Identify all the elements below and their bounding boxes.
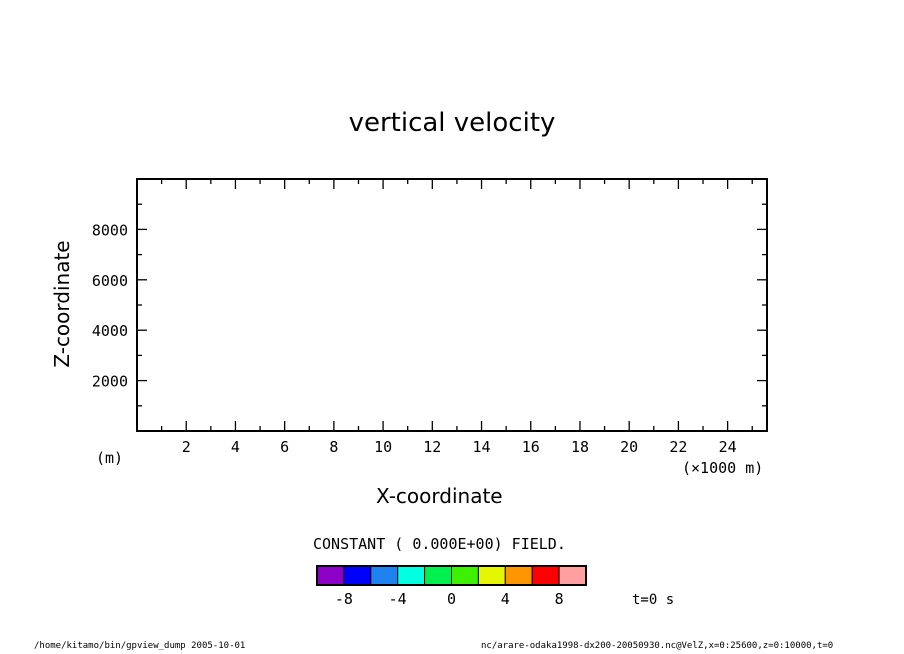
x-tick-label: 2 <box>182 438 191 456</box>
constant-field-note: CONSTANT ( 0.000E+00) FIELD. <box>313 535 566 553</box>
colorbar: -8 -4 0 4 8 <box>316 565 587 608</box>
x-tick-label: 4 <box>231 438 240 456</box>
x-tick-label: 6 <box>280 438 289 456</box>
time-label: t=0 s <box>632 592 675 608</box>
y-axis-unit: (m) <box>96 449 124 467</box>
x-tick-label: 22 <box>669 438 687 456</box>
colorbar-swatch <box>397 565 426 586</box>
x-axis-unit: (×1000 m) <box>682 459 764 477</box>
y-tick-label: 6000 <box>92 272 128 290</box>
colorbar-tick-label: -8 <box>335 590 353 608</box>
x-tick-label: 12 <box>423 438 441 456</box>
x-tick-label: 24 <box>719 438 737 456</box>
colorbar-swatch <box>343 565 372 586</box>
x-tick-label: 16 <box>522 438 540 456</box>
footer-source: nc/arare-odaka1998-dx200-20050930.nc@Vel… <box>481 641 834 651</box>
y-axis-label: Z-coordinate <box>50 240 74 368</box>
x-tick-label: 18 <box>571 438 589 456</box>
y-tick-label: 2000 <box>92 373 128 391</box>
colorbar-tick-label: 4 <box>501 590 510 608</box>
footer-command: /home/kitamo/bin/gpview_dump 2005-10-01 <box>34 641 246 651</box>
colorbar-swatch <box>316 565 345 586</box>
colorbar-tick-label: -4 <box>389 590 407 608</box>
colorbar-frame <box>316 565 587 586</box>
colorbar-swatch <box>504 565 533 586</box>
chart-title: vertical velocity <box>348 108 556 138</box>
colorbar-swatch <box>451 565 479 586</box>
plot-frame <box>136 178 768 432</box>
x-tick-label: 10 <box>374 438 392 456</box>
x-tick-label: 20 <box>620 438 638 456</box>
x-tick-label: 14 <box>473 438 491 456</box>
colorbar-swatch <box>558 565 587 586</box>
colorbar-swatch <box>531 565 560 586</box>
x-axis: 2 4 6 8 10 12 14 16 18 20 22 24 <box>160 179 753 456</box>
x-axis-label: X-coordinate <box>376 484 503 508</box>
colorbar-swatch <box>424 565 453 586</box>
colorbar-tick-label: 8 <box>555 590 564 608</box>
colorbar-tick-label: 0 <box>447 590 456 608</box>
y-axis: 2000 4000 6000 8000 <box>92 203 767 407</box>
y-tick-label: 4000 <box>92 322 128 340</box>
colorbar-swatch <box>370 565 399 586</box>
colorbar-swatch <box>477 565 506 586</box>
x-tick-label: 8 <box>329 438 338 456</box>
y-tick-label: 8000 <box>92 221 128 239</box>
